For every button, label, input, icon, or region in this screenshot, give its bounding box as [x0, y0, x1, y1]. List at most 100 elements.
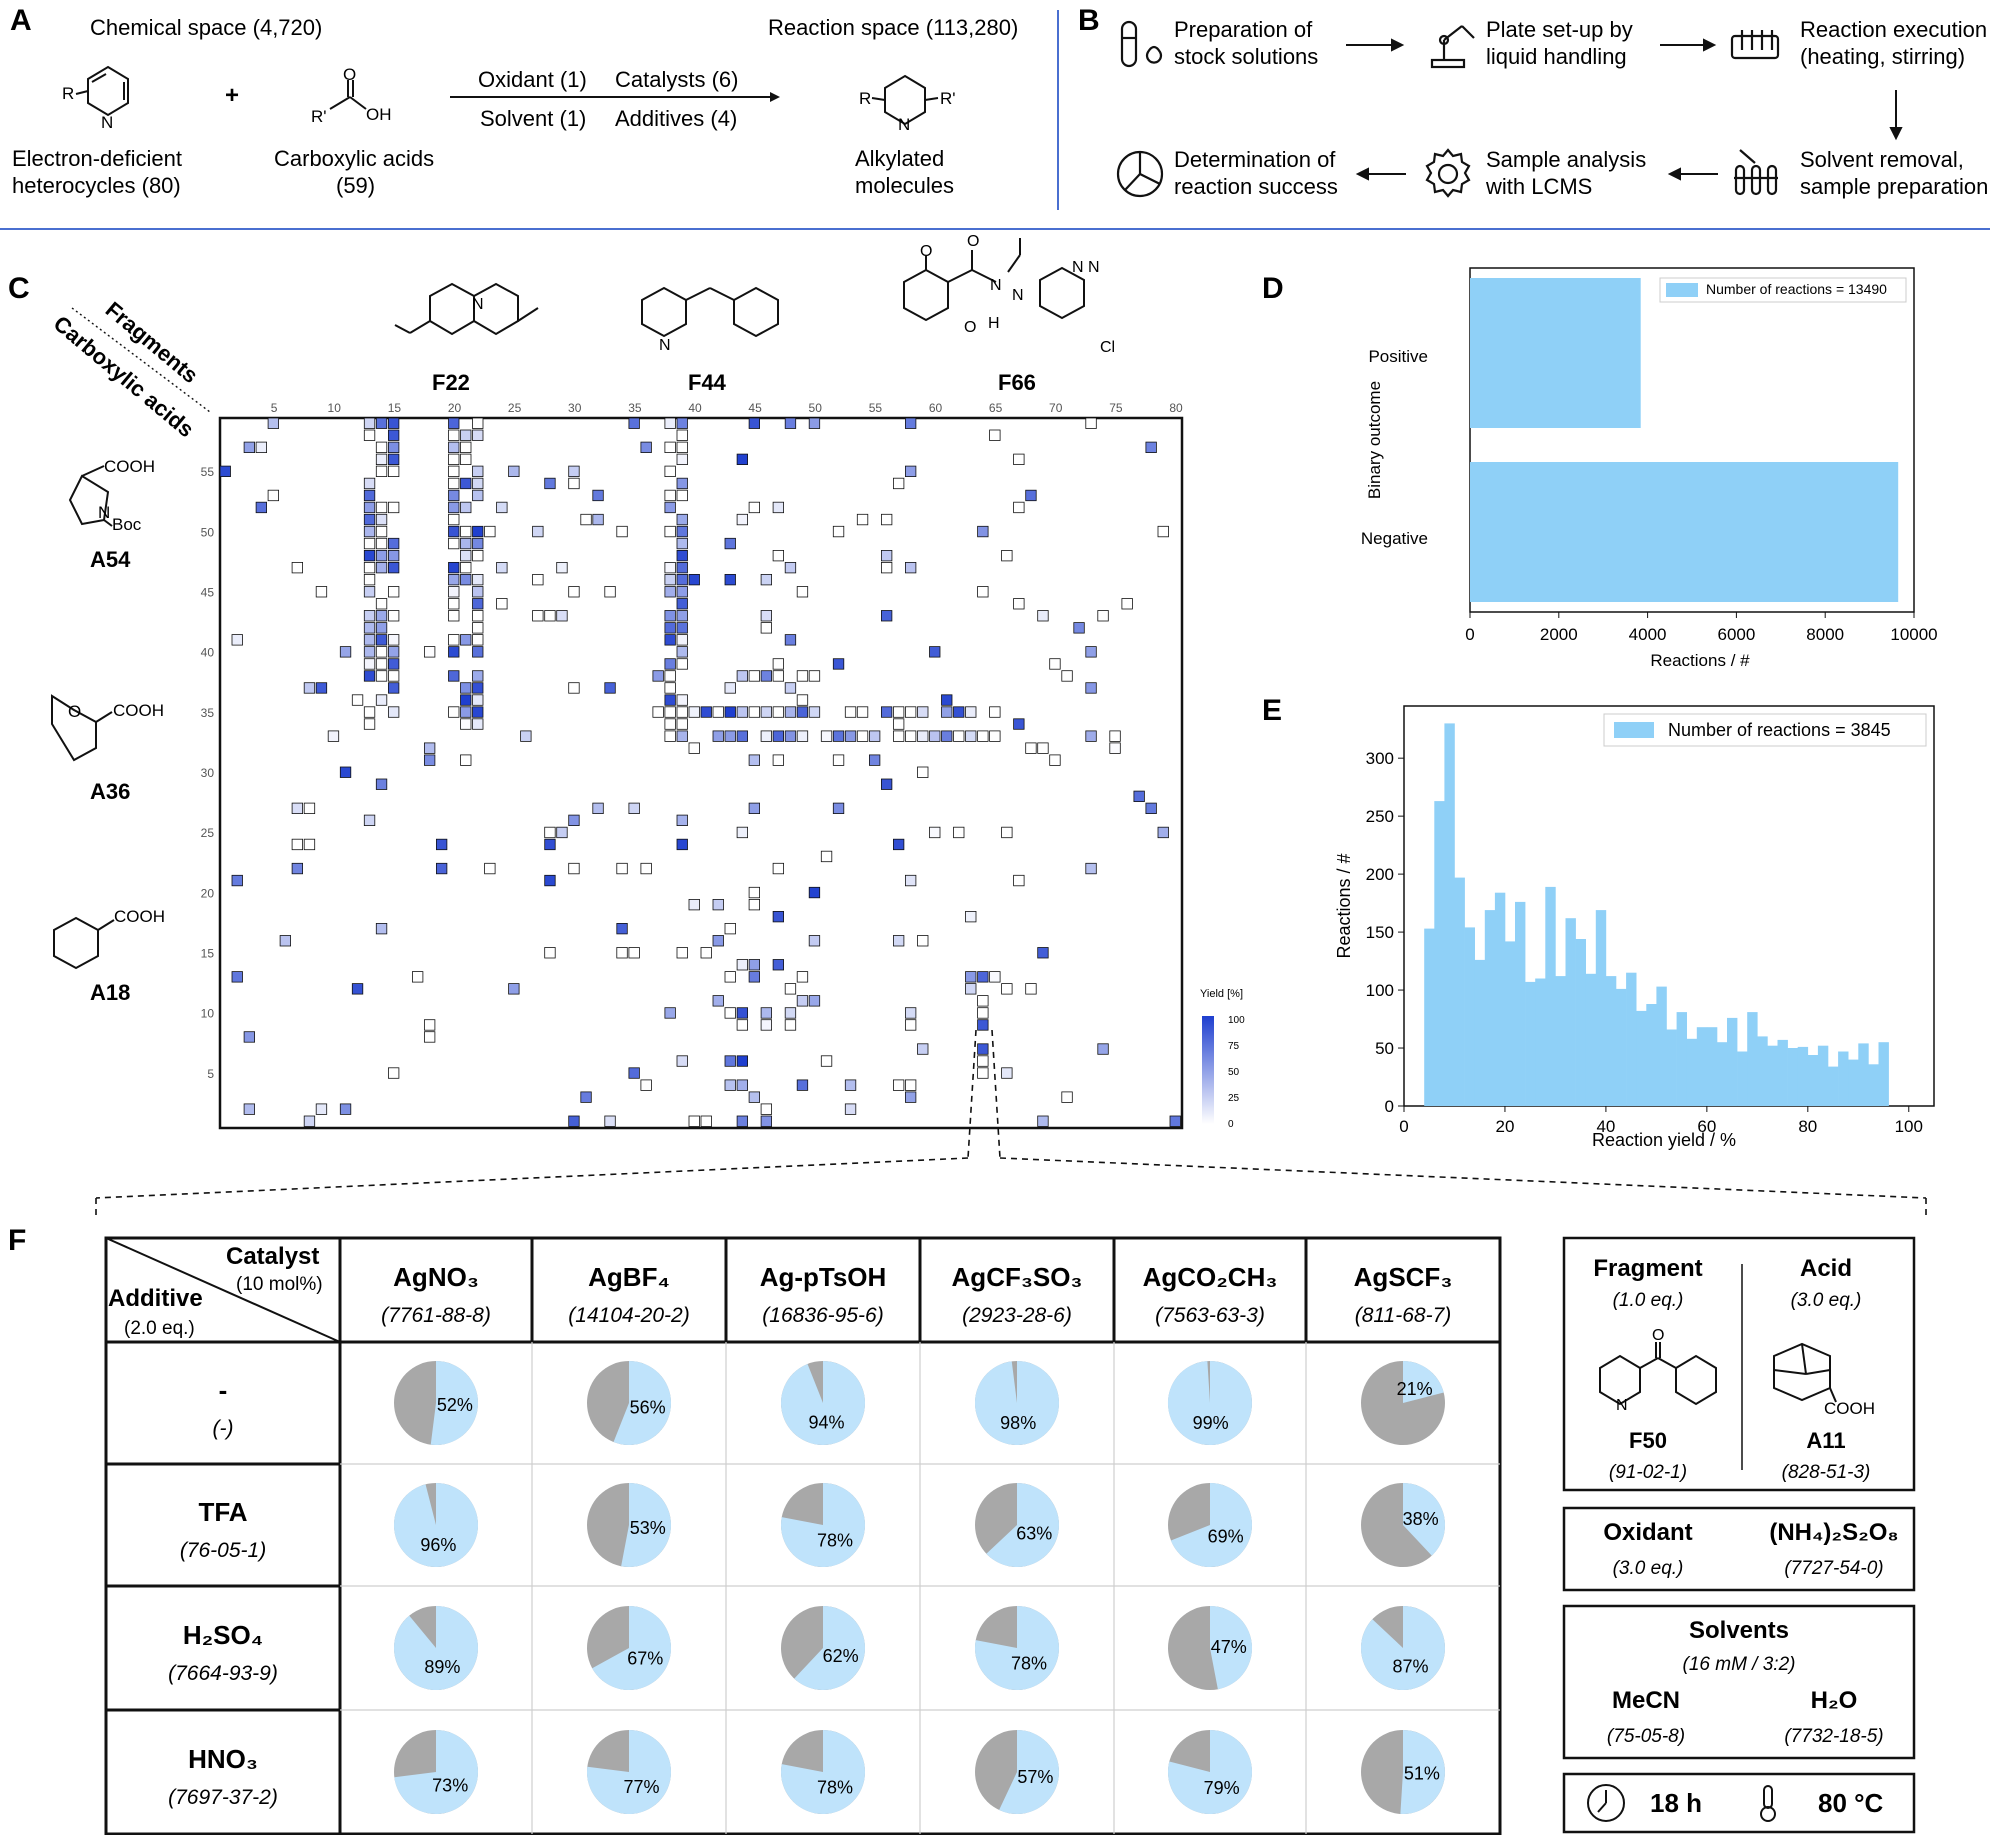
- heatmap-cell: [664, 718, 676, 730]
- e-hist-bar: [1444, 723, 1455, 1106]
- e-ylabel: Reactions / #: [1334, 853, 1354, 958]
- heatmap-cell: [375, 610, 388, 622]
- heatmap-cell: [748, 501, 760, 514]
- heatmap-cell: [1001, 1067, 1013, 1079]
- additive-cas-3: (7697-37-2): [168, 1786, 278, 1809]
- heatmap-cell: [1157, 525, 1169, 538]
- heatmap-cell: [652, 670, 664, 682]
- heatmap-cell: [472, 682, 484, 694]
- heatmap-cell: [279, 935, 292, 947]
- e-hist-bar: [1717, 1042, 1728, 1106]
- fragment-eq: (1.0 eq.): [1613, 1290, 1684, 1311]
- pie-success-slice: [621, 1483, 671, 1567]
- panel-c-label: C: [8, 272, 30, 305]
- heatmap-cell: [760, 1115, 772, 1127]
- heatmap-cell: [532, 525, 544, 538]
- heatmap-cell: [435, 838, 448, 851]
- a54-label: A54: [90, 547, 131, 572]
- pie-percent-label: 96%: [420, 1535, 456, 1555]
- heatmap-cell: [616, 862, 628, 875]
- colorbar-title: Yield [%]: [1200, 988, 1243, 1000]
- colorbar: [1202, 1016, 1214, 1124]
- heatmap-cell: [1085, 682, 1097, 694]
- d-legend-text: Number of reactions = 13490: [1706, 281, 1887, 297]
- heatmap-cell: [760, 1007, 772, 1019]
- heatmap-cell: [724, 1055, 736, 1067]
- solvent1-name: MeCN: [1612, 1687, 1680, 1714]
- heatmap-cell: [700, 1115, 712, 1127]
- heatmap-cell: [772, 862, 784, 875]
- heatmap-cell: [688, 899, 700, 911]
- a54-n-label: N: [98, 503, 110, 522]
- heatmap-cell: [664, 441, 676, 454]
- heatmap-cell: [881, 550, 893, 562]
- heatmap-cell: [592, 489, 604, 502]
- heatmap-cell: [676, 441, 688, 454]
- a18-cooh-label: COOH: [114, 907, 165, 926]
- d-x-tick-label: 4000: [1629, 625, 1667, 644]
- heatmap-cell: [1037, 742, 1049, 754]
- heatmap-cell: [423, 1019, 436, 1031]
- heatmap-cell: [628, 1067, 640, 1079]
- heatmap-cell: [724, 574, 736, 586]
- oxidant-title: Oxidant: [1603, 1519, 1692, 1546]
- heatmap-cell: [387, 417, 400, 429]
- heatmap-cell: [375, 598, 388, 610]
- additive-cas-2: (7664-93-9): [168, 1662, 278, 1685]
- pie-percent-label: 47%: [1211, 1637, 1247, 1657]
- a54-cooh-label: COOH: [104, 457, 155, 476]
- a36-cooh-label: COOH: [113, 701, 164, 720]
- gear-icon: [1425, 148, 1471, 198]
- panel-f-label: F: [8, 1224, 26, 1257]
- heatmap-cell: [748, 971, 760, 983]
- pie-percent-label: 52%: [437, 1395, 473, 1415]
- heatmap-cell: [760, 1103, 772, 1115]
- pie-percent-label: 87%: [1392, 1656, 1428, 1676]
- colorbar-tick-100: 100: [1228, 1015, 1245, 1026]
- heatmap-cell: [760, 1019, 772, 1031]
- heatmap-cell: [375, 658, 388, 670]
- a11-structure: [1773, 1342, 1837, 1403]
- e-x-tick-label: 60: [1697, 1117, 1716, 1136]
- heatmap-cell: [664, 622, 676, 634]
- heatmap-cell: [375, 923, 388, 935]
- e-hist-bar: [1787, 1048, 1798, 1106]
- a54-boc-label: Boc: [112, 515, 142, 534]
- heatmap-cell: [965, 983, 977, 995]
- heatmap-cell: [989, 429, 1001, 441]
- f44-label: F44: [688, 370, 727, 395]
- heatmap-cell: [796, 670, 809, 682]
- step3-line2: (heating, stirring): [1800, 44, 1965, 69]
- reactant2-line1: Carboxylic acids: [274, 146, 434, 171]
- heatmap-cell: [736, 959, 748, 971]
- f66-label: F66: [998, 370, 1036, 395]
- heatmap-cell: [423, 1031, 436, 1043]
- heatmap-x-tick: 65: [989, 401, 1003, 415]
- heatmap-y-tick: 15: [201, 947, 215, 961]
- heatmap-cell: [604, 1115, 616, 1127]
- heatmap-cell: [664, 562, 676, 574]
- heatmap-cell: [808, 886, 821, 899]
- pie-success-slice: [430, 1361, 478, 1445]
- heatmap-x-tick: 5: [271, 401, 278, 415]
- heatmap-cell: [724, 1007, 736, 1019]
- e-x-tick-label: 40: [1596, 1117, 1615, 1136]
- e-hist-bar: [1868, 1064, 1879, 1106]
- e-hist-bar: [1464, 927, 1475, 1106]
- f-table-grid: [104, 1236, 1502, 1835]
- e-hist-bar: [1686, 1038, 1698, 1106]
- heatmap-cell: [448, 586, 460, 598]
- heatmap-cell: [387, 682, 400, 694]
- heatmap-cell: [508, 983, 520, 995]
- heatmap-cell: [339, 646, 352, 658]
- heatmap-cell: [363, 501, 376, 514]
- heatmap-cell: [772, 754, 784, 766]
- heatmap-cell: [808, 935, 821, 947]
- heatmap-cell: [460, 477, 472, 490]
- heatmap-x-tick: 25: [508, 401, 522, 415]
- f44-structure: [641, 286, 779, 338]
- catalyst-header-3: AgCF₃SO₃: [952, 1262, 1083, 1292]
- heatmap-cell: [1145, 441, 1157, 454]
- heatmap-cell: [724, 730, 736, 742]
- heatmap-cell: [820, 730, 833, 742]
